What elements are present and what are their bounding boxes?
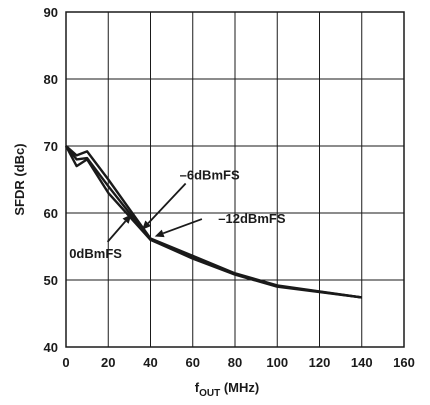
x-tick-labels: 0 20 40 60 80 100 120 140 160 bbox=[62, 355, 414, 370]
x-axis-label-unit: (MHz) bbox=[220, 380, 259, 395]
y-tick-label: 50 bbox=[44, 273, 58, 288]
grid bbox=[66, 12, 404, 347]
x-tick-label: 80 bbox=[228, 355, 242, 370]
annotation-arrow bbox=[147, 182, 187, 224]
y-tick-label: 70 bbox=[44, 139, 58, 154]
y-tick-label: 60 bbox=[44, 206, 58, 221]
x-tick-label: 60 bbox=[186, 355, 200, 370]
annotation-arrow bbox=[106, 220, 127, 243]
annotation-arrowhead bbox=[142, 220, 152, 230]
annotation-label: –12dBmFS bbox=[218, 211, 286, 226]
annotation-label: 0dBmFS bbox=[69, 246, 122, 261]
x-tick-label: 140 bbox=[351, 355, 373, 370]
x-tick-label: 40 bbox=[143, 355, 157, 370]
series-group bbox=[64, 145, 362, 299]
x-tick-label: 100 bbox=[266, 355, 288, 370]
x-axis-label-sub: OUT bbox=[199, 388, 220, 399]
annotation-arrowhead bbox=[154, 229, 165, 238]
annotation-arrowhead bbox=[122, 214, 132, 224]
x-tick-label: 0 bbox=[62, 355, 69, 370]
x-axis-label: fOUT (MHz) bbox=[195, 380, 259, 399]
x-tick-label: 120 bbox=[309, 355, 331, 370]
plot-frame bbox=[65, 11, 405, 348]
annotation-label: –6dBmFS bbox=[180, 168, 240, 183]
annotation-arrow bbox=[162, 218, 203, 235]
annotations: –6dBmFS –12dBmFS 0dBmFS bbox=[69, 168, 286, 261]
x-tick-label: 20 bbox=[101, 355, 115, 370]
y-tick-label: 80 bbox=[44, 72, 58, 87]
y-tick-label: 90 bbox=[44, 5, 58, 20]
y-tick-labels: 40 50 60 70 80 90 bbox=[44, 5, 58, 355]
x-axis-label-main: f bbox=[195, 380, 200, 395]
series-line bbox=[65, 145, 362, 299]
x-tick-label: 160 bbox=[393, 355, 415, 370]
y-tick-label: 40 bbox=[44, 340, 58, 355]
y-axis-label: SFDR (dBc) bbox=[12, 143, 27, 215]
